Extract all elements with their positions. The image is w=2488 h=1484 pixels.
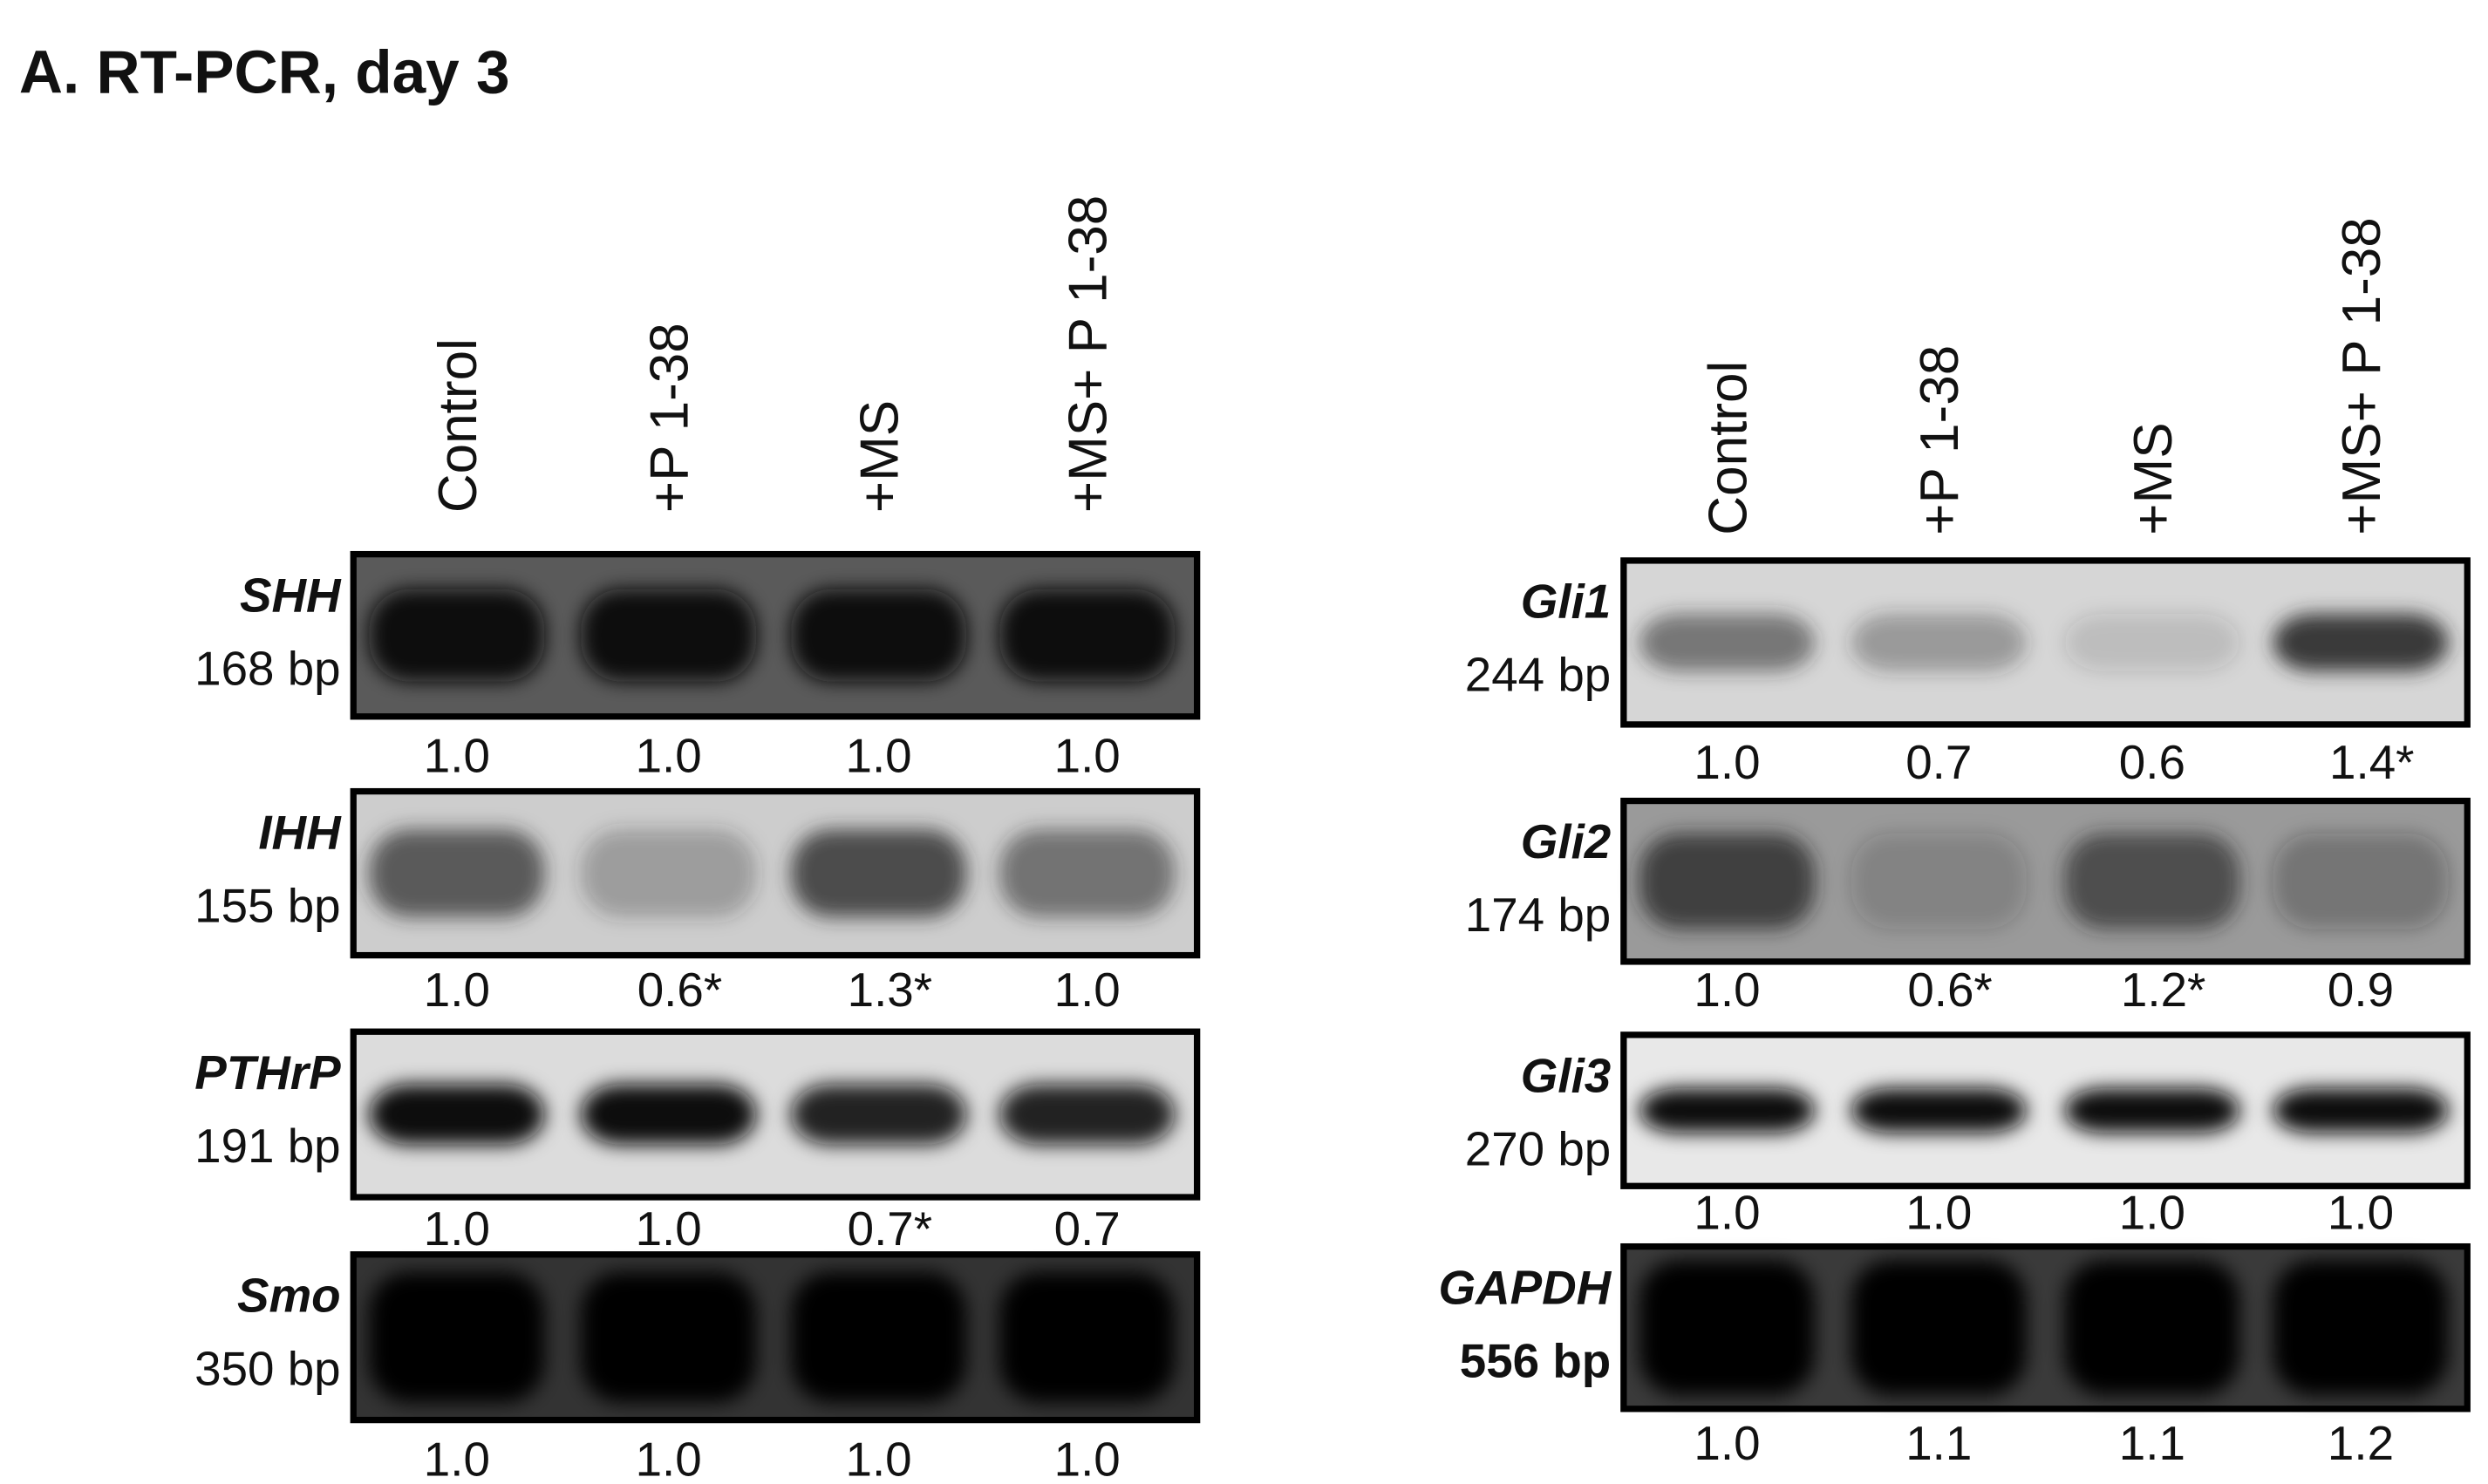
band bbox=[2273, 1260, 2449, 1396]
band bbox=[2064, 614, 2240, 671]
gene-name: GAPDH bbox=[1439, 1260, 1612, 1314]
relative-expression: 1.0 bbox=[1694, 963, 1760, 1017]
relative-expression: 1.2 bbox=[2328, 1416, 2394, 1470]
band bbox=[999, 1084, 1176, 1145]
relative-expression: 0.7 bbox=[1054, 1201, 1121, 1256]
relative-expression: 0.7 bbox=[1905, 735, 1972, 789]
relative-expression: 1.0 bbox=[636, 1432, 702, 1484]
lane-label: +MS+ P 1-38 bbox=[1059, 195, 1119, 513]
lane-label: +MS bbox=[849, 400, 910, 513]
relative-expression: 1.1 bbox=[2119, 1416, 2185, 1470]
band bbox=[581, 1084, 757, 1145]
gene-name: Smo bbox=[237, 1268, 341, 1322]
lane-label: +P 1-38 bbox=[640, 323, 700, 513]
lane-label: +P 1-38 bbox=[1910, 345, 1970, 535]
relative-expression: 1.0 bbox=[846, 729, 912, 783]
band bbox=[369, 589, 545, 682]
lane-label: Control bbox=[428, 338, 488, 513]
band bbox=[1851, 1260, 2027, 1396]
band bbox=[1639, 1260, 1815, 1396]
relative-expression: 0.6* bbox=[637, 963, 722, 1017]
relative-expression: 0.9 bbox=[2328, 963, 2394, 1017]
band bbox=[1851, 1088, 2027, 1133]
relative-expression: 1.0 bbox=[424, 1432, 490, 1484]
amplicon-size: 174 bp bbox=[1465, 888, 1611, 942]
band bbox=[2064, 1260, 2240, 1396]
relative-expression: 1.0 bbox=[2328, 1186, 2394, 1240]
gene-name: SHH bbox=[240, 568, 342, 622]
band bbox=[1639, 833, 1815, 929]
gene-name: Gli1 bbox=[1521, 575, 1611, 629]
amplicon-size: 168 bp bbox=[194, 641, 340, 695]
gene-name: Gli3 bbox=[1521, 1049, 1611, 1103]
relative-expression: 1.0 bbox=[424, 963, 490, 1017]
band bbox=[1639, 1088, 1815, 1133]
amplicon-size: 350 bp bbox=[194, 1341, 340, 1395]
relative-expression: 1.0 bbox=[1054, 963, 1121, 1017]
band bbox=[999, 1271, 1176, 1403]
band bbox=[369, 1271, 545, 1403]
band bbox=[2273, 1088, 2449, 1133]
relative-expression: 0.6* bbox=[1907, 963, 1992, 1017]
band bbox=[791, 589, 966, 682]
band bbox=[369, 1084, 545, 1145]
relative-expression: 1.2* bbox=[2121, 963, 2205, 1017]
relative-expression: 1.3* bbox=[848, 963, 932, 1017]
band bbox=[999, 589, 1176, 682]
band bbox=[581, 589, 757, 682]
relative-expression: 1.0 bbox=[424, 729, 490, 783]
relative-expression: 0.6 bbox=[2119, 735, 2185, 789]
lane-label: +MS bbox=[2123, 422, 2184, 534]
gene-name: PTHrP bbox=[194, 1045, 341, 1099]
band bbox=[999, 829, 1176, 917]
relative-expression: 1.0 bbox=[1694, 1416, 1760, 1470]
relative-expression: 1.0 bbox=[1905, 1186, 1972, 1240]
amplicon-size: 270 bp bbox=[1465, 1122, 1611, 1176]
relative-expression: 1.4* bbox=[2329, 735, 2414, 789]
band bbox=[2064, 833, 2240, 929]
band bbox=[2273, 614, 2449, 671]
relative-expression: 1.0 bbox=[424, 1201, 490, 1256]
band bbox=[369, 829, 545, 917]
figure-title: A. RT-PCR, day 3 bbox=[19, 37, 510, 106]
relative-expression: 1.0 bbox=[1694, 1186, 1760, 1240]
gene-name: IHH bbox=[258, 805, 342, 859]
band bbox=[581, 829, 757, 917]
relative-expression: 1.0 bbox=[1054, 1432, 1121, 1484]
relative-expression: 0.7* bbox=[848, 1201, 932, 1256]
band bbox=[791, 1271, 966, 1403]
amplicon-size: 244 bp bbox=[1465, 648, 1611, 702]
amplicon-size: 155 bp bbox=[194, 878, 340, 932]
relative-expression: 1.1 bbox=[1905, 1416, 1972, 1470]
relative-expression: 1.0 bbox=[636, 1201, 702, 1256]
band bbox=[2064, 1088, 2240, 1133]
band bbox=[791, 1084, 966, 1145]
band bbox=[1851, 833, 2027, 929]
relative-expression: 1.0 bbox=[2119, 1186, 2185, 1240]
lane-label: +MS+ P 1-38 bbox=[2332, 217, 2392, 534]
gene-name: Gli2 bbox=[1521, 814, 1611, 868]
band bbox=[581, 1271, 757, 1403]
relative-expression: 1.0 bbox=[846, 1432, 912, 1484]
amplicon-size: 191 bp bbox=[194, 1119, 340, 1173]
band bbox=[2273, 833, 2449, 929]
band bbox=[791, 829, 966, 917]
relative-expression: 1.0 bbox=[1054, 729, 1121, 783]
lane-label: Control bbox=[1698, 361, 1758, 535]
relative-expression: 1.0 bbox=[636, 729, 702, 783]
relative-expression: 1.0 bbox=[1694, 735, 1760, 789]
band bbox=[1639, 614, 1815, 671]
band bbox=[1851, 614, 2027, 671]
amplicon-size: 556 bp bbox=[1460, 1333, 1611, 1387]
